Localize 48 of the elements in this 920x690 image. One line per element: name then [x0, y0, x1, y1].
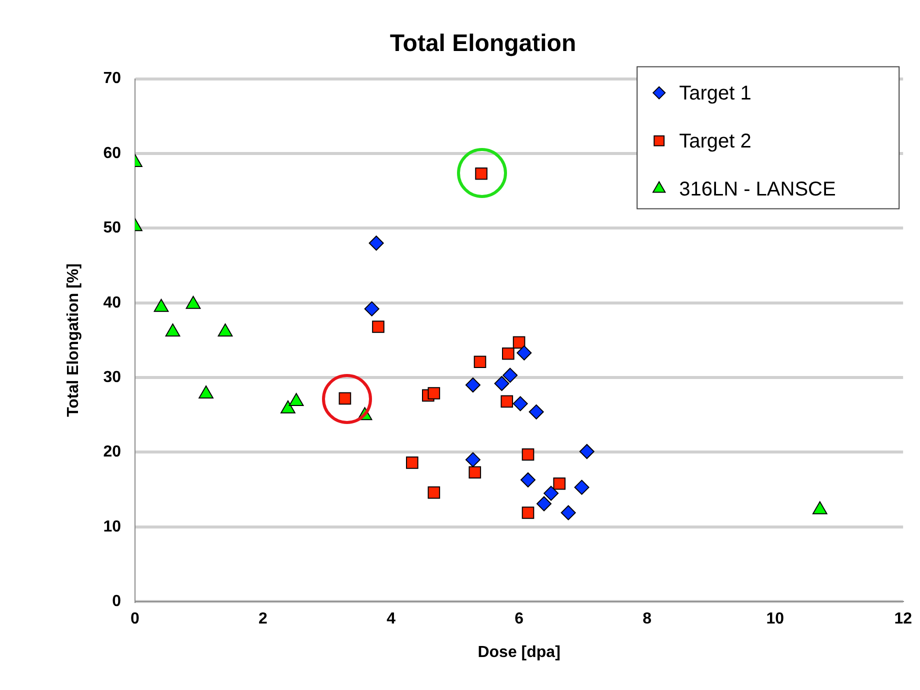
point [522, 448, 534, 461]
y-tick-label: 20 [103, 444, 122, 461]
point [574, 480, 590, 495]
point [428, 486, 440, 499]
point [364, 301, 380, 316]
y-tick-label: 40 [103, 294, 122, 312]
point [512, 396, 528, 412]
x-tick-label: 6 [514, 610, 524, 628]
y-tick-label: 60 [103, 144, 122, 162]
point [512, 336, 526, 349]
point [372, 320, 384, 333]
y-tick-label: 70 [103, 70, 122, 88]
x-tick-label: 4 [386, 610, 396, 628]
legend-label: 316LN - LANSCE [679, 178, 836, 200]
point [528, 404, 544, 420]
point [536, 496, 552, 512]
legend-label: Target 2 [679, 130, 752, 152]
point [465, 378, 480, 393]
legend-label: Target 1 [679, 82, 752, 104]
point [520, 472, 536, 488]
point [516, 345, 532, 360]
x-tick-label: 8 [642, 610, 652, 628]
y-axis-title: Total Elongation [%] [65, 263, 82, 417]
x-tick-label: 2 [258, 610, 268, 628]
point [468, 466, 482, 479]
x-tick-label: 10 [766, 610, 784, 628]
point [500, 395, 514, 408]
point [502, 347, 514, 360]
chart-title: Total Elongation [390, 30, 576, 58]
x-tick-label: 0 [130, 610, 140, 628]
point [522, 506, 534, 519]
point [502, 368, 518, 383]
x-axis-title: Dose [dpa] [478, 644, 560, 661]
x-tick-label: 12 [894, 610, 912, 628]
y-tick-label: 30 [103, 368, 122, 386]
point [544, 486, 559, 501]
y-tick-label: 50 [103, 220, 122, 237]
y-tick-label: 0 [112, 593, 122, 610]
point [579, 444, 594, 459]
point [465, 452, 480, 468]
y-tick-label: 10 [103, 518, 122, 536]
point [560, 505, 576, 520]
point [406, 456, 418, 469]
point [553, 477, 566, 490]
point [428, 387, 440, 400]
point [368, 236, 384, 251]
point [494, 376, 510, 392]
point [474, 356, 486, 368]
